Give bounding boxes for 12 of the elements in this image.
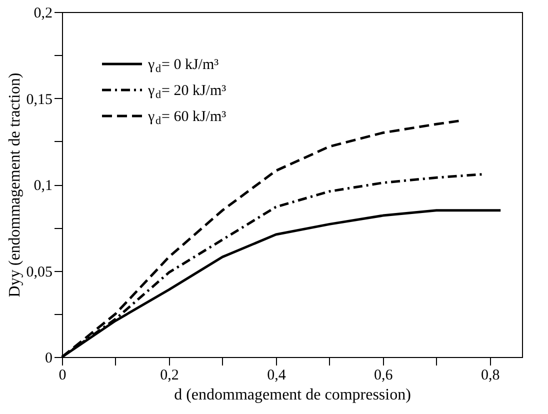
x-tick-label: 0,4 <box>267 368 286 384</box>
y-axis-title: Dyy (endommagement de traction) <box>6 72 24 298</box>
x-tick-label: 0,6 <box>374 368 394 384</box>
y-tick-label: 0,2 <box>34 6 52 22</box>
x-tick-label: 0 <box>58 368 66 384</box>
x-tick-label: 0,2 <box>160 368 179 384</box>
x-tick-label: 0,8 <box>481 368 500 384</box>
y-tick-label: 0,1 <box>34 178 52 194</box>
y-tick-label: 0,05 <box>26 264 52 280</box>
y-tick-label: 0,15 <box>26 92 52 108</box>
y-tick-label: 0 <box>45 350 52 366</box>
x-axis-title: d (endommagement de compression) <box>174 386 411 404</box>
